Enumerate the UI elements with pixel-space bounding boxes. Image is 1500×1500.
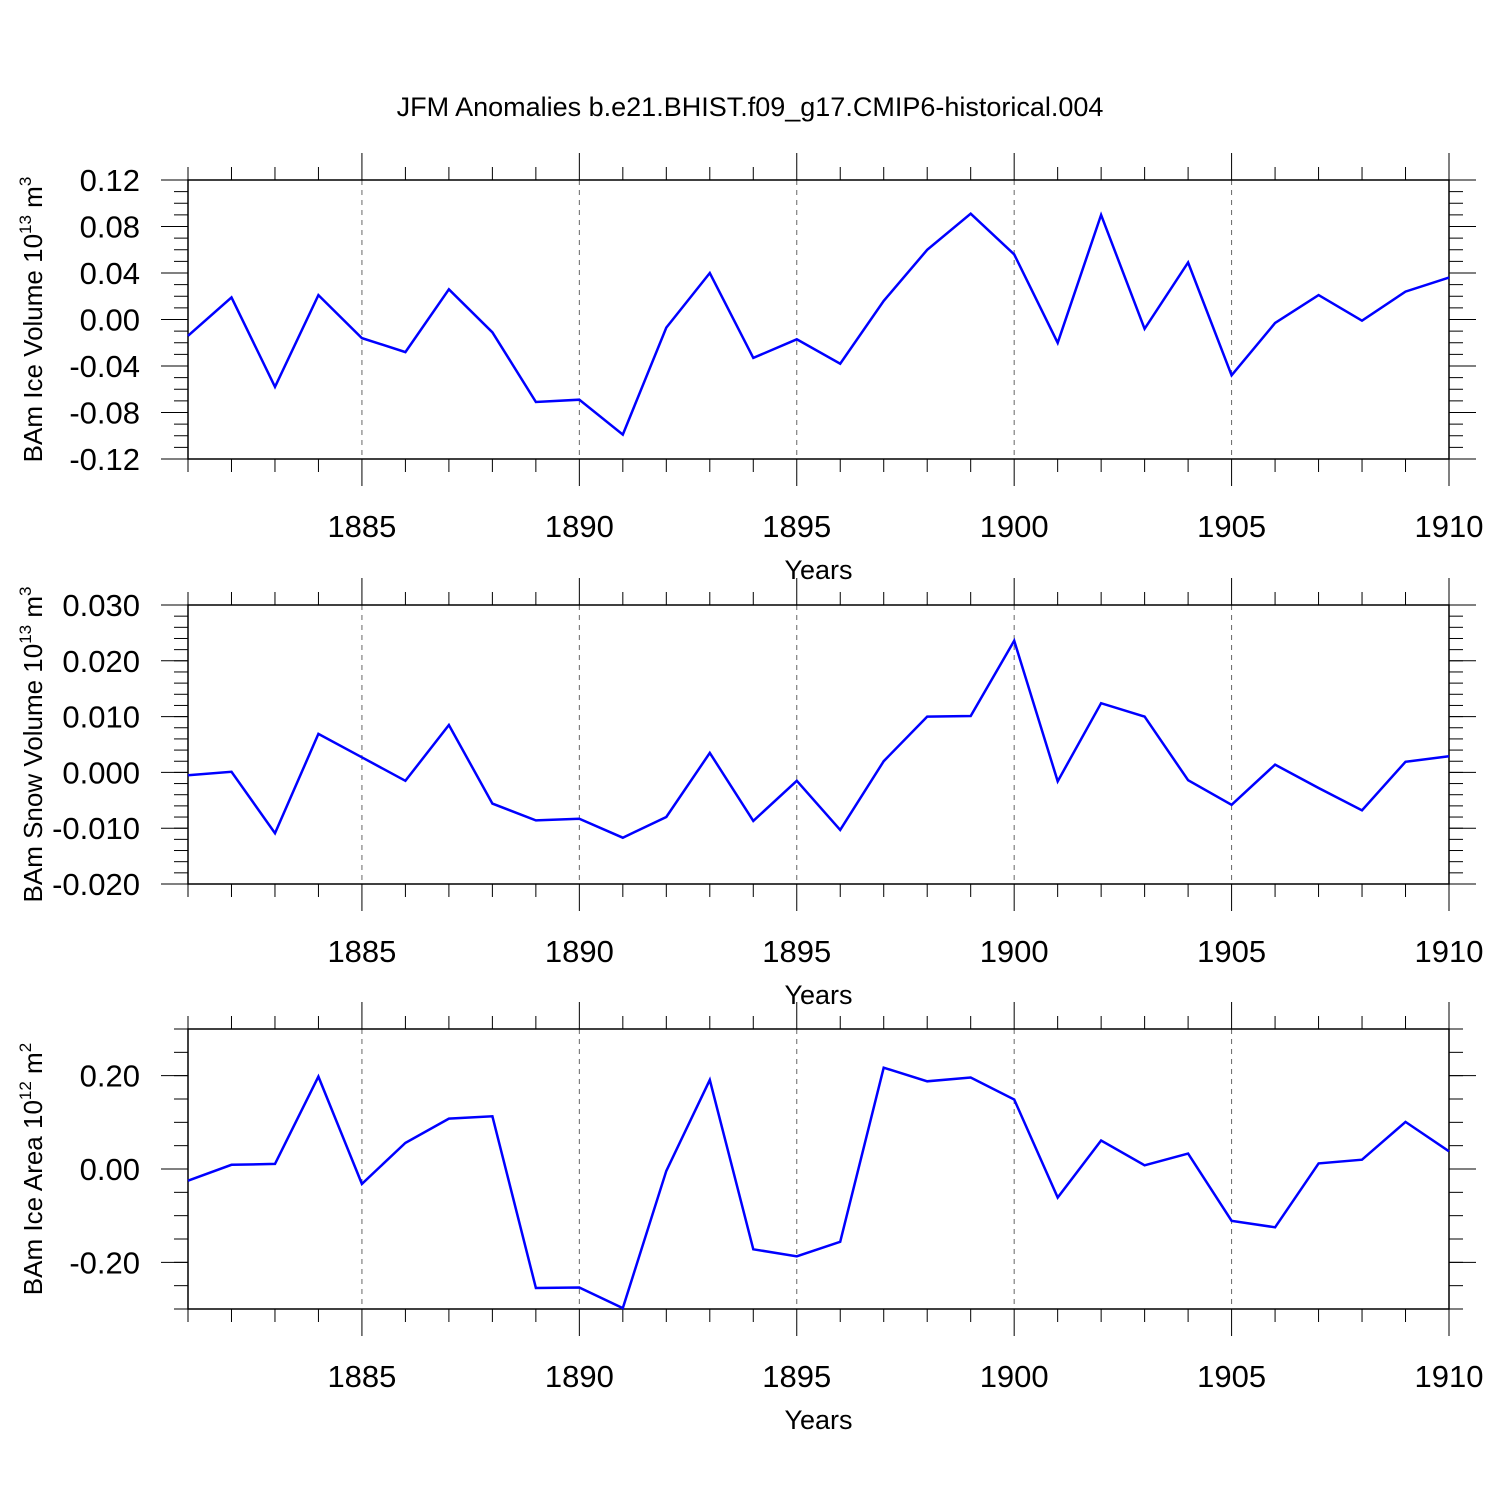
plot-frame — [187, 1028, 1450, 1310]
y-tick-label: -0.010 — [52, 811, 140, 846]
data-series-line — [187, 637, 1450, 840]
x-tick-label: 1895 — [762, 509, 831, 544]
x-tick-label: 1895 — [762, 1359, 831, 1394]
panel-2: -0.020 -0.010 0.000 0.010 0.020 0.030 1885 1890… — [16, 578, 1483, 1010]
y-tick-label: -0.04 — [69, 349, 140, 384]
x-tick-label: 1900 — [980, 934, 1049, 969]
y-tick-label: 0.04 — [80, 256, 140, 291]
y-tick-label: 0.12 — [80, 163, 140, 198]
plot-frame — [187, 604, 1450, 885]
x-axis-label: Years — [784, 555, 852, 585]
x-tick-label: 1885 — [327, 1359, 396, 1394]
panels: -0.12 -0.08 -0.04 0.00 0.04 0.08 0.12 1885 1890 1… — [16, 153, 1483, 1435]
x-tick-label: 1910 — [1415, 1359, 1484, 1394]
y-tick-label: 0.000 — [62, 755, 140, 790]
y-tick-label: 0.00 — [80, 1152, 140, 1187]
figure-title: JFM Anomalies b.e21.BHIST.f09_g17.CMIP6-… — [397, 92, 1104, 122]
y-tick-label: -0.12 — [69, 442, 140, 477]
y-tick-label: 0.030 — [62, 588, 140, 623]
x-tick-label: 1885 — [327, 934, 396, 969]
x-tick-label: 1890 — [545, 1359, 614, 1394]
y-tick-label: 0.20 — [80, 1059, 140, 1094]
panel-1: -0.12 -0.08 -0.04 0.00 0.04 0.08 0.12 1885 1890 1… — [16, 153, 1483, 585]
x-tick-label: 1905 — [1197, 934, 1266, 969]
plot-frame — [187, 179, 1450, 460]
y-axis-label: BAm Snow Volume 1013 m3 — [16, 587, 48, 903]
data-series-line — [187, 1066, 1450, 1310]
x-tick-label: 1895 — [762, 934, 831, 969]
y-tick-label: -0.020 — [52, 867, 140, 902]
x-tick-label: 1885 — [327, 509, 396, 544]
y-tick-label: 0.010 — [62, 700, 140, 735]
x-axis-label: Years — [784, 980, 852, 1010]
panel-3: -0.20 0.00 0.20 1885 1890 1895 1900 1905 1910 Yea… — [16, 1002, 1483, 1435]
y-tick-label: 0.00 — [80, 303, 140, 338]
data-series-line — [187, 211, 1450, 437]
x-tick-label: 1905 — [1197, 509, 1266, 544]
x-tick-label: 1900 — [980, 1359, 1049, 1394]
x-tick-label: 1890 — [545, 509, 614, 544]
y-axis-label: BAm Ice Volume 1013 m3 — [16, 177, 48, 463]
y-tick-label: 0.08 — [80, 210, 140, 245]
y-tick-label: -0.08 — [69, 396, 140, 431]
y-tick-label: 0.020 — [62, 644, 140, 679]
x-tick-label: 1905 — [1197, 1359, 1266, 1394]
x-axis-label: Years — [784, 1405, 852, 1435]
x-tick-label: 1890 — [545, 934, 614, 969]
x-tick-label: 1900 — [980, 509, 1049, 544]
y-tick-label: -0.20 — [69, 1245, 140, 1280]
x-tick-label: 1910 — [1415, 934, 1484, 969]
x-tick-label: 1910 — [1415, 509, 1484, 544]
y-axis-label: BAm Ice Area 1012 m2 — [16, 1043, 48, 1295]
